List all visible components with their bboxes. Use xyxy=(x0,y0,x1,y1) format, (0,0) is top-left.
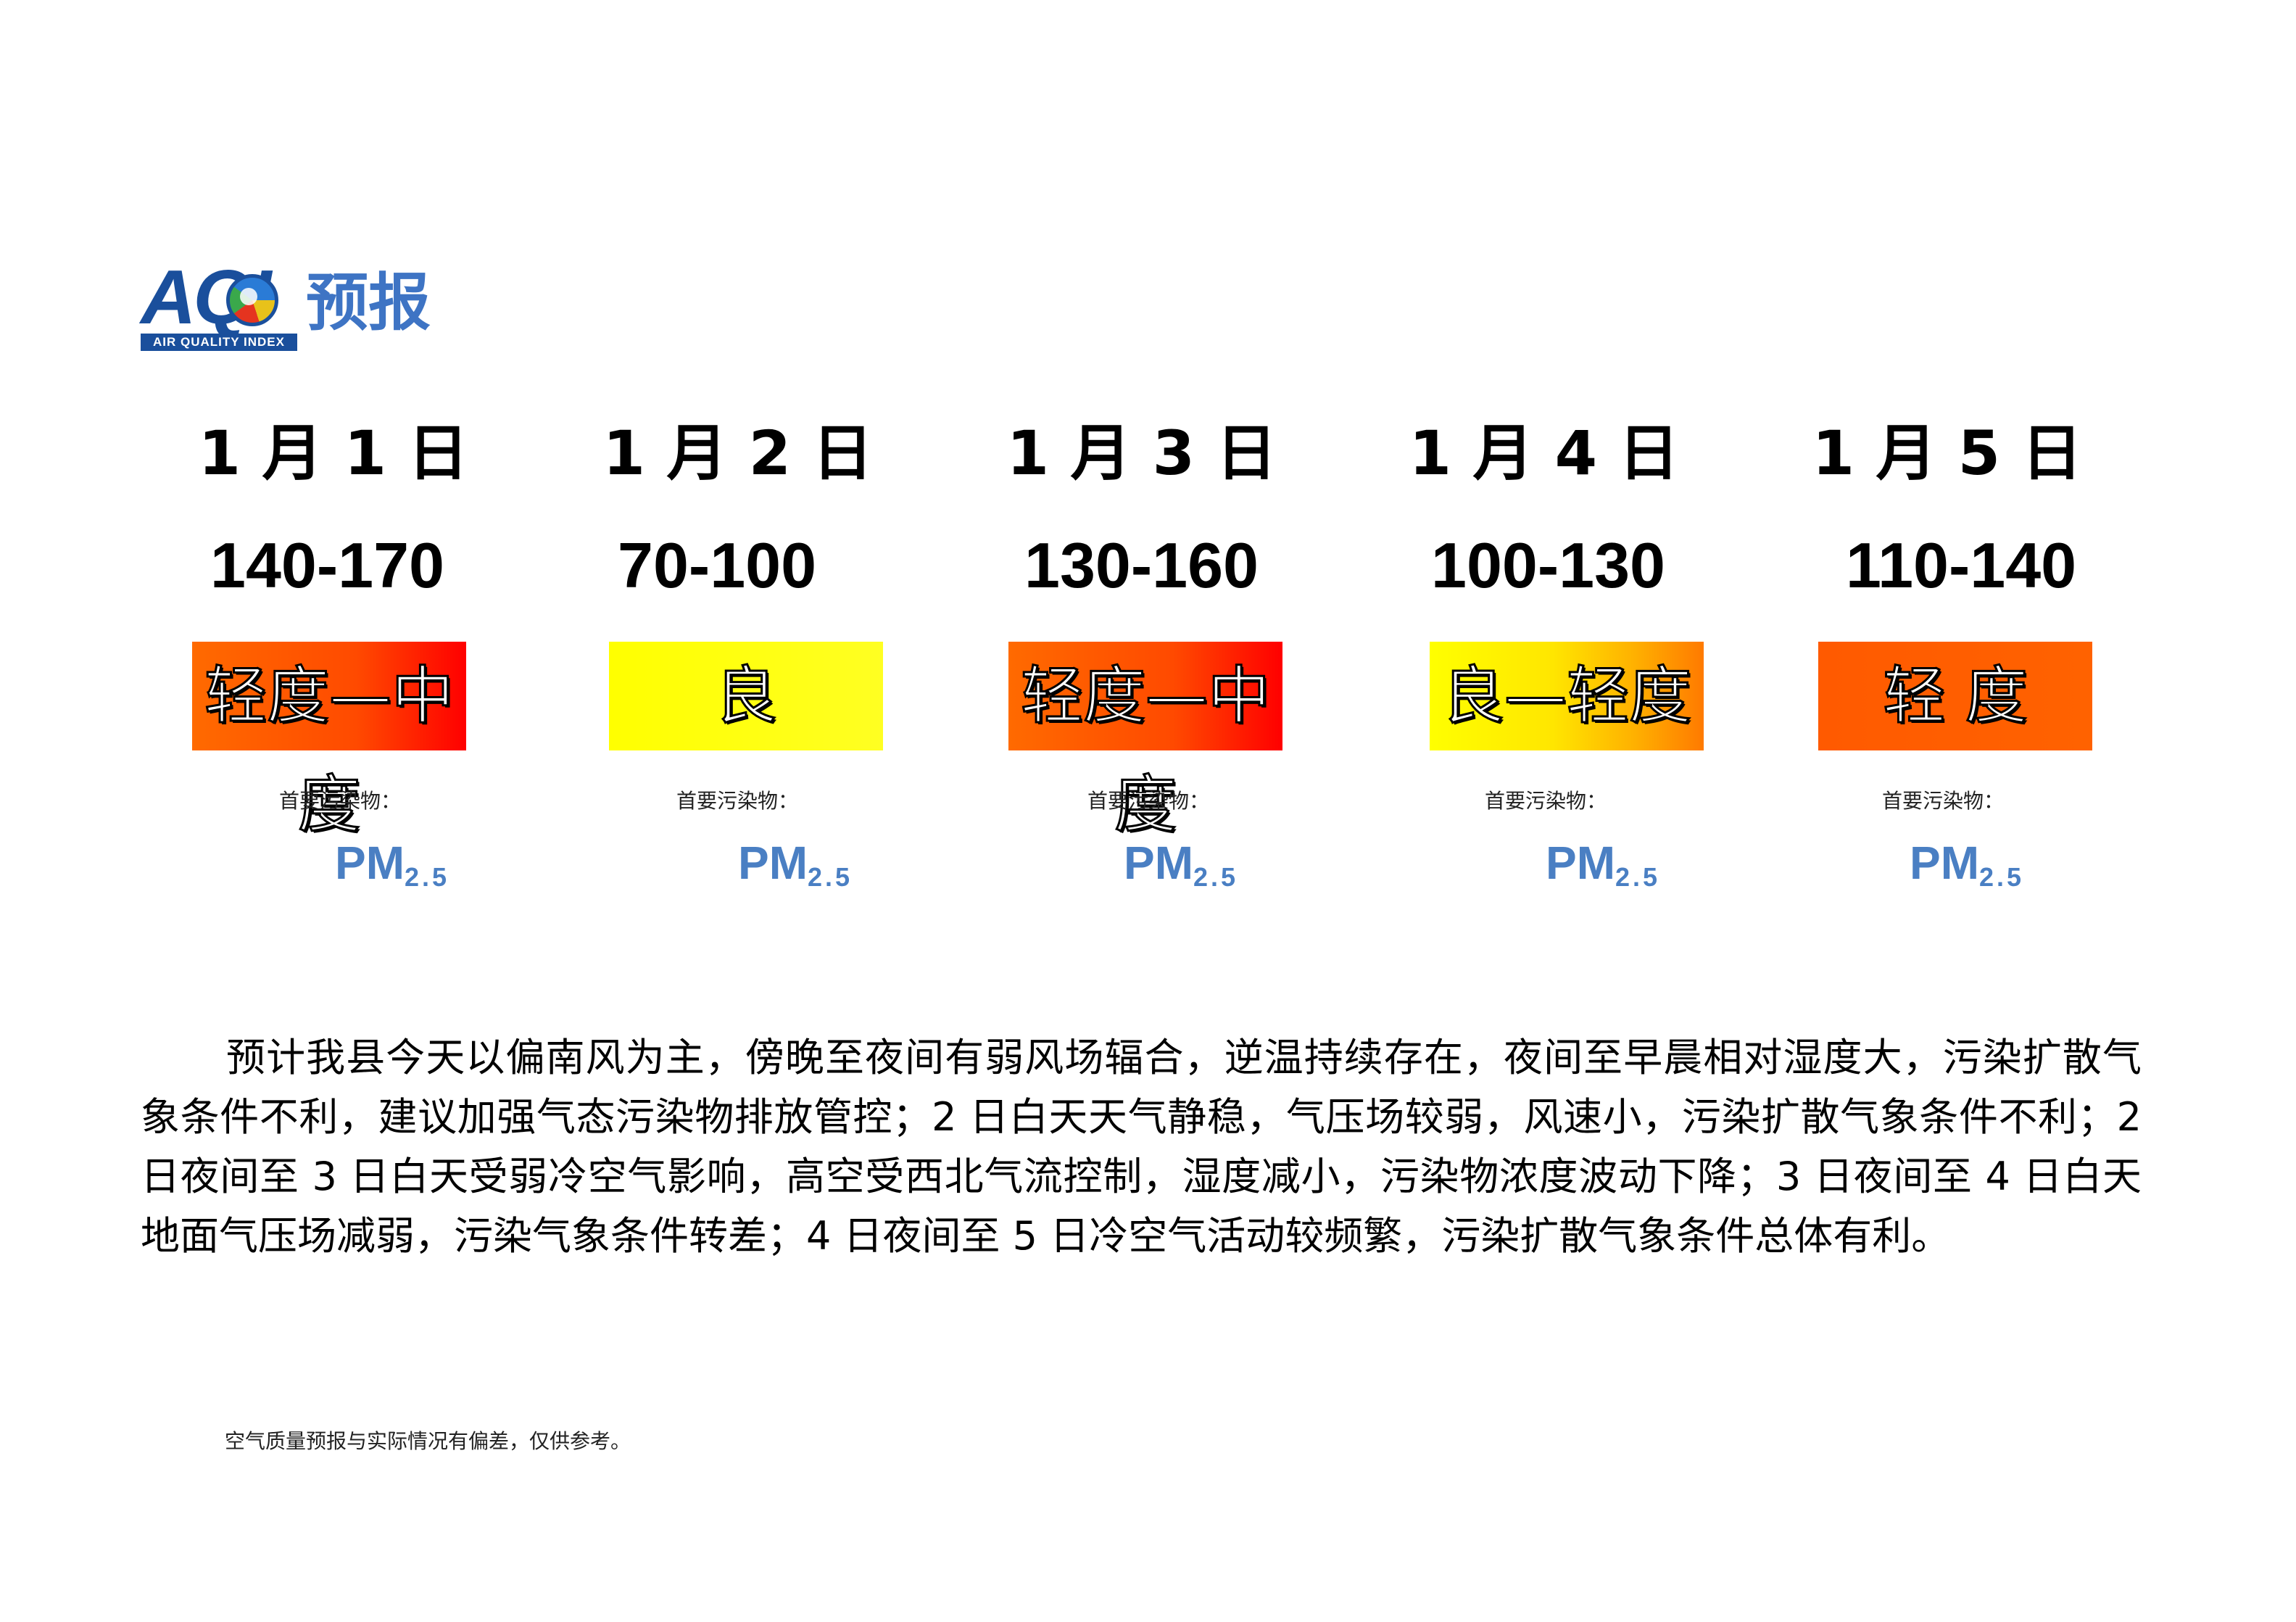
primary-pollutant-label: 首要污染物： xyxy=(1485,789,1607,813)
primary-pollutant: PM2.5 xyxy=(1546,834,1660,906)
aqi-level-badge: 轻度—中度 xyxy=(1008,642,1282,843)
forecast-date: 1 月 5 日 xyxy=(1812,418,2083,489)
pollutant-subscript: 2.5 xyxy=(1193,862,1239,892)
page-title: 预报 xyxy=(306,267,431,339)
pollutant-subscript: 2.5 xyxy=(405,862,450,892)
aqi-level-badge: 轻度—中度 xyxy=(192,642,466,843)
forecast-date: 1 月 4 日 xyxy=(1409,418,1680,489)
aqi-range: 70-100 xyxy=(618,529,817,601)
aqi-range: 100-130 xyxy=(1431,529,1665,601)
primary-pollutant-label: 首要污染物： xyxy=(1087,789,1210,813)
aqi-range: 140-170 xyxy=(210,529,444,601)
forecast-day-3: 1 月 3 日 130-160 轻度—中度 首要污染物： PM2.5 xyxy=(982,392,1301,914)
pollutant-name: PM xyxy=(1546,837,1615,889)
primary-pollutant-label: 首要污染物： xyxy=(676,789,799,813)
forecast-day-5: 1 月 5 日 110-140 轻 度 首要污染物： PM2.5 xyxy=(1788,392,2107,914)
aqi-logo: AQI AIR QUALITY INDEX 预报 xyxy=(141,259,460,355)
primary-pollutant: PM2.5 xyxy=(738,834,853,906)
pollutant-subscript: 2.5 xyxy=(1615,862,1661,892)
pollutant-name: PM xyxy=(1124,837,1193,889)
aqi-range: 110-140 xyxy=(1846,529,2077,601)
primary-pollutant-label: 首要污染物： xyxy=(1882,789,2005,813)
logo-subtext: AIR QUALITY INDEX xyxy=(141,334,297,351)
forecast-description: 预计我县今天以偏南风为主，傍晚至夜间有弱风场辐合，逆温持续存在，夜间至早晨相对湿… xyxy=(141,1035,2142,1259)
pollutant-name: PM xyxy=(1910,837,1979,889)
forecast-day-4: 1 月 4 日 100-130 良—轻度 首要污染物： PM2.5 xyxy=(1385,392,1704,914)
primary-pollutant: PM2.5 xyxy=(1910,834,2024,906)
globe-icon xyxy=(226,274,278,326)
primary-pollutant-label: 首要污染物： xyxy=(279,789,402,813)
aqi-range: 130-160 xyxy=(1024,529,1259,601)
pollutant-name: PM xyxy=(335,837,405,889)
primary-pollutant: PM2.5 xyxy=(335,834,449,906)
pollutant-subscript: 2.5 xyxy=(808,862,853,892)
forecast-date: 1 月 1 日 xyxy=(198,418,469,489)
disclaimer-note: 空气质量预报与实际情况有偏差，仅供参考。 xyxy=(225,1429,631,1453)
aqi-level-badge: 良 xyxy=(609,642,883,750)
pollutant-subscript: 2.5 xyxy=(1979,862,2025,892)
aqi-level-badge: 良—轻度 xyxy=(1430,642,1704,750)
forecast-day-2: 1 月 2 日 70-100 良 首要污染物： PM2.5 xyxy=(579,392,898,914)
primary-pollutant: PM2.5 xyxy=(1124,834,1238,906)
forecast-date: 1 月 3 日 xyxy=(1006,418,1277,489)
forecast-date: 1 月 2 日 xyxy=(602,418,874,489)
aqi-level-badge: 轻 度 xyxy=(1818,642,2092,750)
forecast-day-1: 1 月 1 日 140-170 轻度—中度 首要污染物： PM2.5 xyxy=(174,392,493,914)
pollutant-name: PM xyxy=(738,837,808,889)
